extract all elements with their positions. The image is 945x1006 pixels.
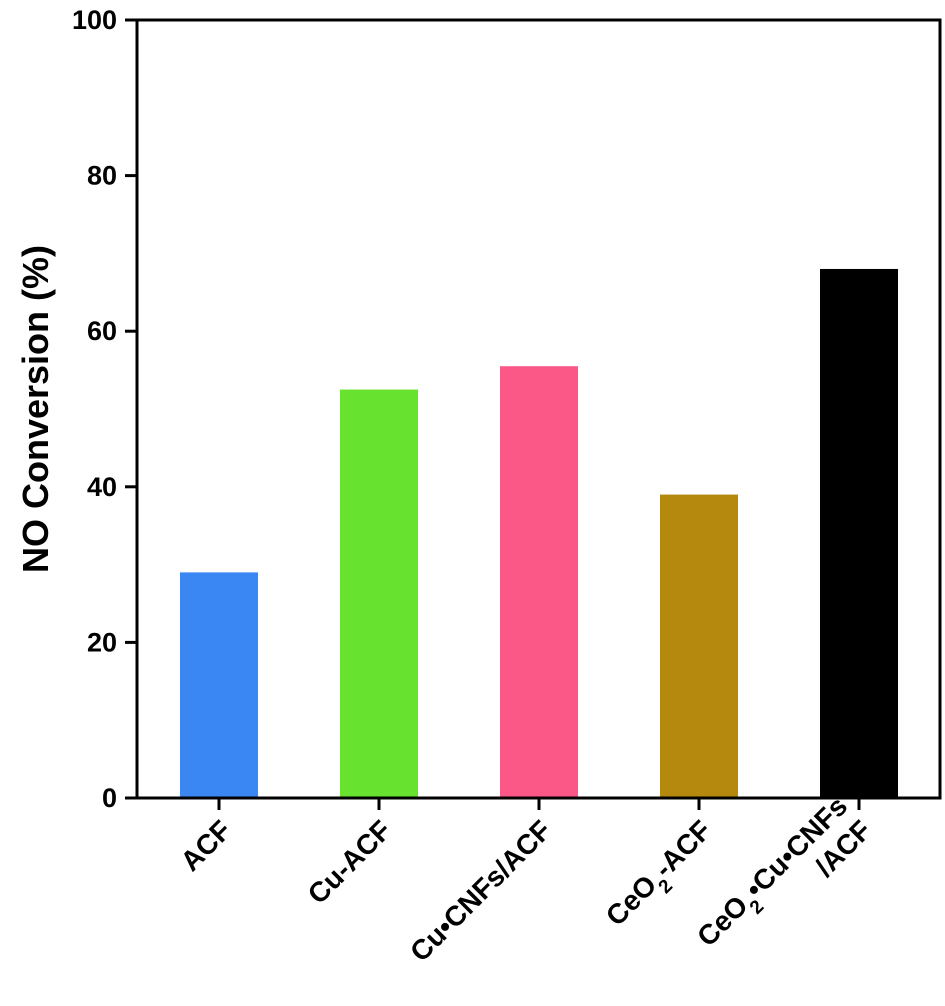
plot-frame xyxy=(135,18,942,800)
bars-group xyxy=(180,268,898,799)
bar xyxy=(500,366,578,798)
x-tick-label: Cu•CNFs/ACF xyxy=(404,814,557,967)
bar xyxy=(660,494,738,798)
y-tick-label: 80 xyxy=(87,161,117,191)
y-axis: 0 20 40 60 80 100 xyxy=(72,5,137,813)
y-tick-label: 0 xyxy=(102,783,117,813)
y-axis-label: NO Conversion (%) xyxy=(15,245,56,573)
y-tick-label: 40 xyxy=(87,472,117,502)
y-tick-label: 20 xyxy=(87,627,117,657)
y-tick-label: 60 xyxy=(87,316,117,346)
x-tick-label: Cu-ACF xyxy=(302,814,398,910)
x-axis: ACF Cu-ACF Cu•CNFs/ACF CeO2-ACFCeO2•Cu•CNFs… xyxy=(175,790,878,976)
bar xyxy=(340,389,418,798)
x-tick-label: ACF xyxy=(175,814,238,877)
y-tick-label: 100 xyxy=(72,5,117,35)
bar xyxy=(820,268,898,799)
x-tick-label: CeO2•Cu•CNFs/ACF xyxy=(691,790,877,976)
bar xyxy=(180,572,258,798)
